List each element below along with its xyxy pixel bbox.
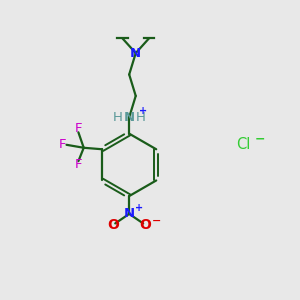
Text: N: N [130,46,141,60]
Text: O: O [140,218,152,232]
Text: N: N [124,207,135,220]
Text: F: F [75,122,82,135]
Text: +: + [139,106,147,116]
Text: −: − [152,216,161,226]
Text: H: H [113,111,123,124]
Text: N: N [124,111,135,124]
Text: Cl: Cl [236,136,251,152]
Text: −: − [255,132,265,145]
Text: F: F [59,138,67,151]
Text: H: H [136,111,146,124]
Text: +: + [134,203,143,213]
Text: O: O [107,218,119,232]
Text: F: F [75,158,82,171]
